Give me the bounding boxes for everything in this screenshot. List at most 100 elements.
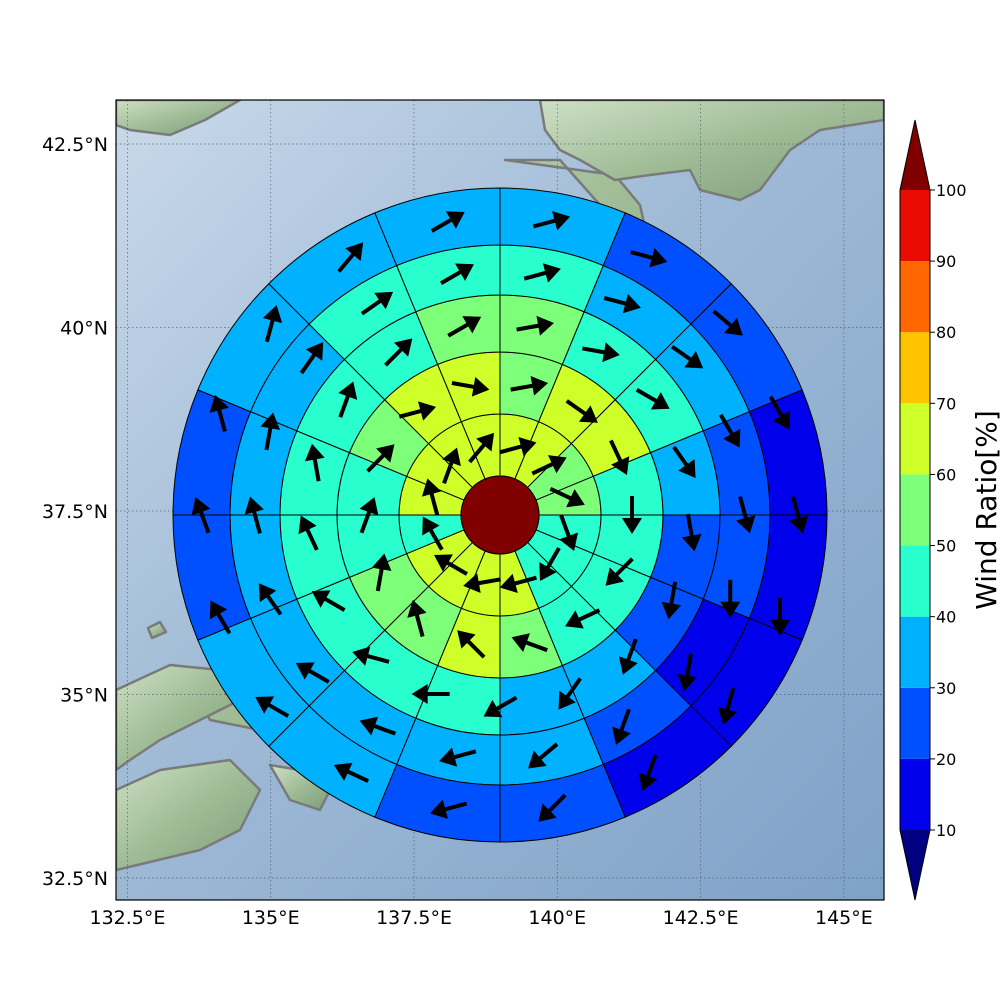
wind-arrow bbox=[622, 496, 642, 534]
wind-arrow bbox=[510, 375, 549, 396]
wind-arrow bbox=[430, 211, 465, 233]
colorbar-tick-label: 70 bbox=[936, 394, 956, 413]
wind-arrow bbox=[299, 341, 324, 375]
wind-arrow bbox=[421, 478, 442, 516]
wind-arrow bbox=[457, 630, 486, 659]
colorbar-tick-label: 80 bbox=[936, 323, 956, 342]
wind-arrow bbox=[532, 211, 571, 231]
wind-arrow bbox=[736, 496, 756, 534]
storm-center-cell bbox=[460, 475, 540, 555]
landmass bbox=[538, 100, 884, 202]
landmass bbox=[116, 758, 262, 872]
landmass bbox=[116, 100, 242, 137]
wind-arrow bbox=[609, 439, 630, 475]
map-panel bbox=[116, 100, 884, 900]
colorbar-bin bbox=[900, 616, 930, 688]
wind-arrow bbox=[398, 401, 437, 421]
wind-arrow bbox=[304, 443, 325, 482]
wind-arrow bbox=[565, 399, 598, 423]
landmass bbox=[146, 620, 168, 640]
wind-arrow bbox=[582, 342, 620, 363]
longitude-tick-label: 132.5°E bbox=[90, 907, 166, 929]
wind-arrow bbox=[681, 513, 702, 552]
colorbar-extend-min bbox=[900, 830, 930, 900]
wind-arrow bbox=[352, 646, 390, 666]
longitude-tick-label: 142.5°E bbox=[663, 907, 739, 929]
wind-arrow bbox=[527, 742, 559, 769]
map-frame bbox=[115, 99, 885, 901]
colorbar-bin bbox=[900, 261, 930, 333]
wind-arrow bbox=[209, 600, 232, 635]
wind-arrow bbox=[295, 662, 330, 684]
colorbar-tick-label: 20 bbox=[936, 750, 956, 769]
colorbar-extend-max bbox=[900, 120, 930, 190]
wind-arrow bbox=[429, 799, 468, 819]
wind-arrow bbox=[451, 376, 490, 397]
wind-arrow bbox=[407, 599, 427, 638]
longitude-tick-labels: 132.5°E 135°E 137.5°E 140°E 142.5°E 145°E bbox=[90, 907, 873, 929]
wind-arrow bbox=[677, 653, 698, 692]
wind-arrow bbox=[539, 547, 561, 581]
latitude-tick-labels: 32.5°N 35°N 37.5°N 40°N 42.5°N bbox=[42, 134, 108, 890]
wind-arrow bbox=[463, 573, 501, 593]
wind-ratio-rings bbox=[172, 187, 828, 843]
colorbar-bin bbox=[900, 474, 930, 546]
wind-arrow bbox=[770, 597, 791, 636]
wind-arrow bbox=[360, 291, 394, 316]
colorbar-bin bbox=[900, 687, 930, 759]
wind-arrow bbox=[618, 638, 638, 675]
wind-arrow bbox=[337, 242, 364, 273]
wind-arrow bbox=[538, 793, 567, 822]
wind-arrow bbox=[338, 381, 358, 418]
wind-arrow bbox=[635, 388, 670, 410]
longitude-tick-label: 145°E bbox=[815, 907, 873, 929]
wind-arrow bbox=[447, 316, 482, 338]
latitude-tick-label: 42.5°N bbox=[42, 134, 108, 156]
wind-arrow bbox=[439, 747, 477, 767]
wind-arrow bbox=[333, 762, 370, 783]
wind-arrow bbox=[717, 687, 738, 725]
wind-arrow bbox=[718, 413, 741, 448]
latitude-tick-label: 32.5°N bbox=[42, 868, 108, 890]
colorbar-tick-label: 40 bbox=[936, 608, 956, 627]
colorbar-tick-label: 90 bbox=[936, 252, 956, 271]
colorbar-title: Wind Ratio[%] bbox=[970, 410, 1000, 610]
wind-arrow bbox=[440, 263, 474, 285]
latitude-tick-label: 37.5°N bbox=[42, 501, 108, 523]
wind-arrow bbox=[371, 553, 392, 592]
landmass bbox=[116, 663, 242, 772]
wind-arrow bbox=[768, 395, 791, 430]
wind-arrow bbox=[359, 716, 397, 736]
wind-arrow bbox=[516, 315, 554, 336]
longitude-tick-label: 137.5°E bbox=[376, 907, 452, 929]
wind-arrow bbox=[191, 497, 211, 534]
wind-arrow bbox=[558, 677, 582, 710]
wind-arrow bbox=[483, 695, 518, 718]
wind-arrow bbox=[258, 583, 283, 616]
colorbar-tick-label: 60 bbox=[936, 465, 956, 484]
colorbar-tick-label: 30 bbox=[936, 679, 956, 698]
wind-arrow bbox=[511, 633, 548, 653]
wind-arrow bbox=[422, 516, 444, 551]
wind-arrow bbox=[359, 497, 379, 534]
colorbar-tick-label: 50 bbox=[936, 537, 956, 556]
colorbar-bin bbox=[900, 332, 930, 404]
longitude-tick-label: 140°E bbox=[528, 907, 586, 929]
wind-arrow bbox=[672, 445, 696, 479]
wind-arrow bbox=[499, 436, 537, 457]
wind-arrow bbox=[712, 309, 743, 336]
colorbar-tick-label: 100 bbox=[936, 181, 967, 200]
wind-arrow bbox=[260, 412, 281, 451]
wind-arrow bbox=[720, 579, 741, 618]
wind-arrow bbox=[612, 708, 631, 746]
latitude-tick-label: 35°N bbox=[60, 684, 108, 706]
wind-arrow bbox=[244, 496, 264, 534]
wind-arrow bbox=[531, 455, 567, 476]
wind-arrow bbox=[311, 590, 346, 612]
wind-arrow bbox=[434, 554, 468, 576]
wind-arrow bbox=[630, 248, 668, 268]
wind-arrow bbox=[549, 487, 585, 508]
wind-arrow bbox=[262, 305, 283, 343]
latitude-tick-label: 40°N bbox=[60, 318, 108, 340]
